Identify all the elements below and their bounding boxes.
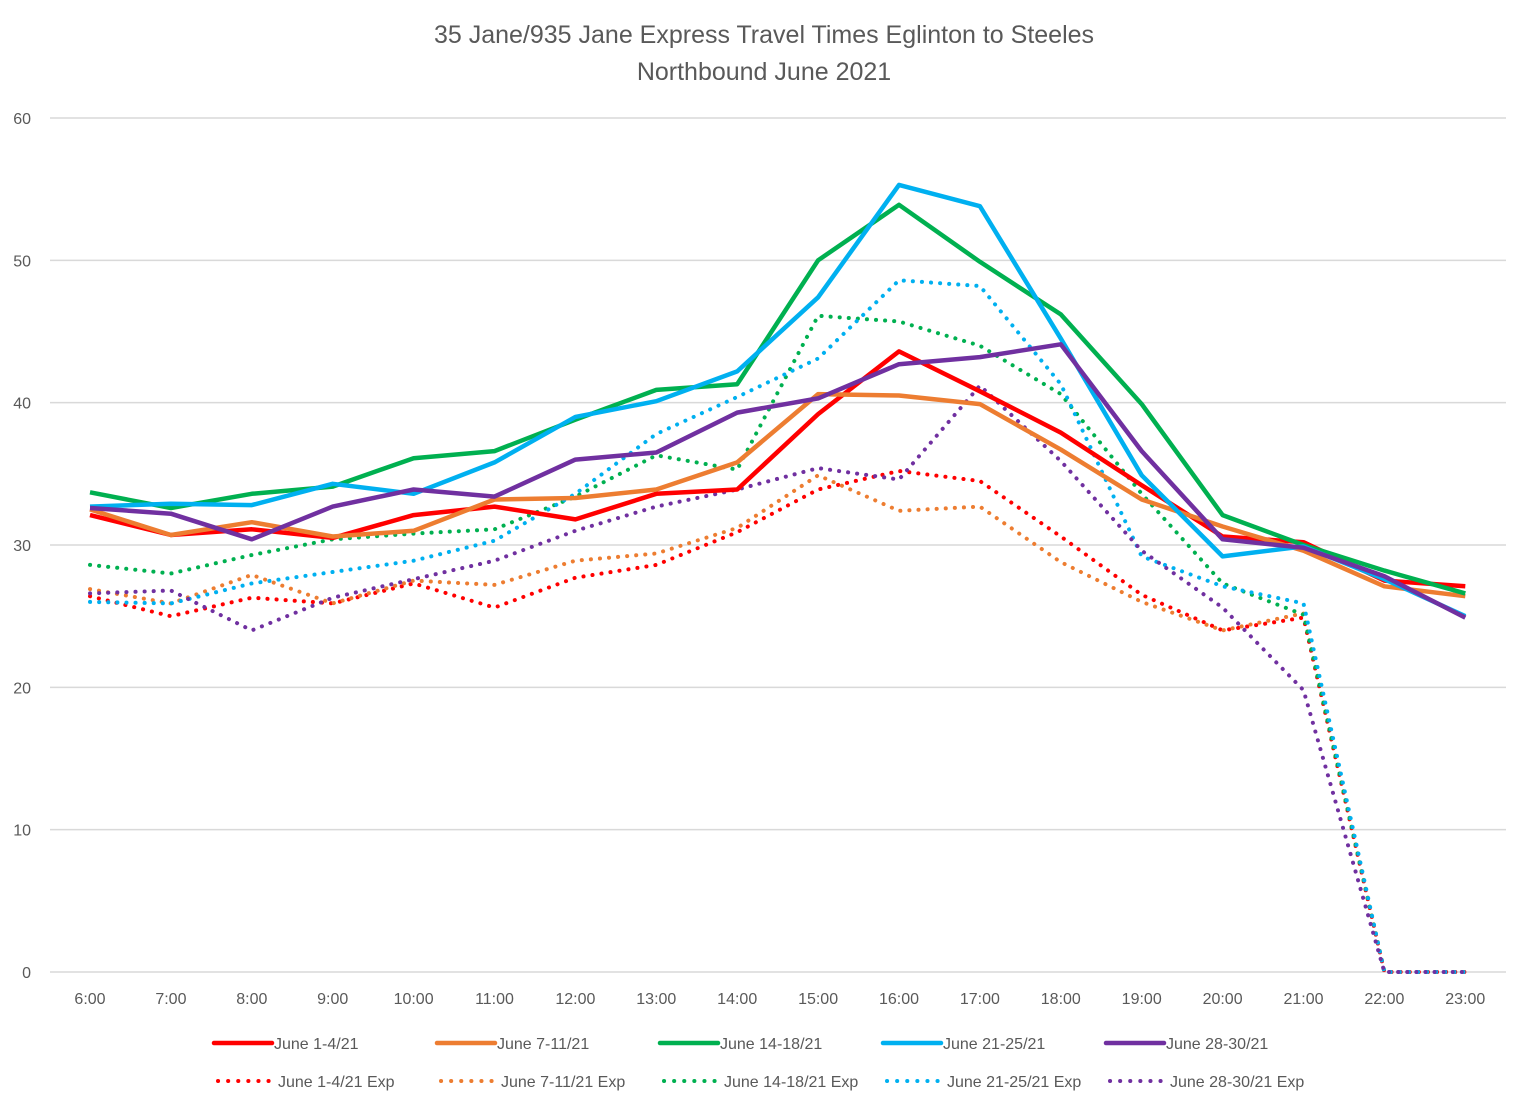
y-tick-label: 50 xyxy=(13,253,31,270)
series-line-june-21-25-21 xyxy=(89,182,1467,619)
series-line-june-21-25-21-exp xyxy=(88,278,1468,974)
x-tick-label: 21:00 xyxy=(1283,991,1323,1008)
x-tick-label: 23:00 xyxy=(1445,991,1485,1008)
x-tick-label: 11:00 xyxy=(475,991,514,1008)
legend-item-june-7-11-21: June 7-11/21 xyxy=(434,1036,589,1053)
x-tick-label: 14:00 xyxy=(717,991,757,1008)
x-tick-label: 19:00 xyxy=(1122,991,1162,1008)
legend-label: June 14-18/21 xyxy=(720,1036,822,1053)
legend-item-june-21-25-21: June 21-25/21 xyxy=(880,1036,1045,1053)
x-tick-label: 17:00 xyxy=(960,991,1000,1008)
legend-item-june-1-4-21-exp: June 1-4/21 Exp xyxy=(216,1074,395,1091)
legend-item-june-28-30-21: June 28-30/21 xyxy=(1103,1036,1268,1053)
y-axis-ticks: 0 10 20 30 40 50 60 xyxy=(13,111,31,982)
y-tick-label: 40 xyxy=(13,396,31,413)
series-line-june-28-30-21-exp xyxy=(88,383,1468,974)
x-tick-label: 6:00 xyxy=(74,991,105,1008)
legend-label: June 1-4/21 xyxy=(274,1036,359,1053)
x-tick-label: 9:00 xyxy=(317,991,348,1008)
x-tick-label: 8:00 xyxy=(236,991,267,1008)
series-lines xyxy=(88,182,1468,974)
x-tick-label: 13:00 xyxy=(636,991,676,1008)
legend: June 1-4/21 June 7-11/21 June 14-18/21 June… xyxy=(211,1036,1304,1091)
legend-label: June 14-18/21 Exp xyxy=(724,1074,858,1091)
legend-item-june-7-11-21-exp: June 7-11/21 Exp xyxy=(439,1074,625,1091)
legend-item-june-14-18-21: June 14-18/21 xyxy=(657,1036,822,1053)
x-tick-label: 12:00 xyxy=(555,991,595,1008)
series-line-june-14-18-21-exp xyxy=(88,313,1468,974)
legend-label: June 21-25/21 Exp xyxy=(947,1074,1081,1091)
series-line-june-7-11-21-exp xyxy=(88,473,1468,974)
series-line-june-28-30-21 xyxy=(89,342,1467,620)
y-tick-label: 10 xyxy=(13,823,31,840)
series-line-june-1-4-21 xyxy=(89,349,1466,589)
x-tick-label: 16:00 xyxy=(879,991,919,1008)
legend-label: June 7-11/21 Exp xyxy=(501,1074,625,1091)
legend-label: June 1-4/21 Exp xyxy=(278,1074,395,1091)
y-tick-label: 20 xyxy=(13,680,31,697)
legend-item-june-14-18-21-exp: June 14-18/21 Exp xyxy=(662,1074,858,1091)
chart-subtitle: Northbound June 2021 xyxy=(637,58,891,86)
legend-label: June 28-30/21 Exp xyxy=(1170,1074,1304,1091)
gridlines xyxy=(50,117,1506,973)
y-tick-label: 0 xyxy=(22,965,31,982)
y-tick-label: 60 xyxy=(13,111,31,128)
legend-item-june-1-4-21: June 1-4/21 xyxy=(211,1036,359,1053)
x-tick-label: 22:00 xyxy=(1364,991,1404,1008)
x-axis-ticks: 6:00 7:00 8:00 9:00 10:00 11:00 12:00 13:00 14:0… xyxy=(74,991,1485,1008)
legend-item-june-21-25-21-exp: June 21-25/21 Exp xyxy=(885,1074,1081,1091)
x-tick-label: 7:00 xyxy=(155,991,186,1008)
legend-label: June 21-25/21 xyxy=(943,1036,1045,1053)
series-line-june-7-11-21 xyxy=(89,391,1466,599)
legend-label: June 28-30/21 xyxy=(1166,1036,1268,1053)
y-tick-label: 30 xyxy=(13,538,31,555)
x-tick-label: 18:00 xyxy=(1041,991,1081,1008)
x-tick-label: 15:00 xyxy=(798,991,838,1008)
x-tick-label: 10:00 xyxy=(394,991,434,1008)
legend-label: June 7-11/21 xyxy=(497,1036,589,1053)
x-tick-label: 20:00 xyxy=(1203,991,1243,1008)
chart-title: 35 Jane/935 Jane Express Travel Times Eg… xyxy=(434,21,1094,49)
legend-item-june-28-30-21-exp: June 28-30/21 Exp xyxy=(1108,1074,1304,1091)
